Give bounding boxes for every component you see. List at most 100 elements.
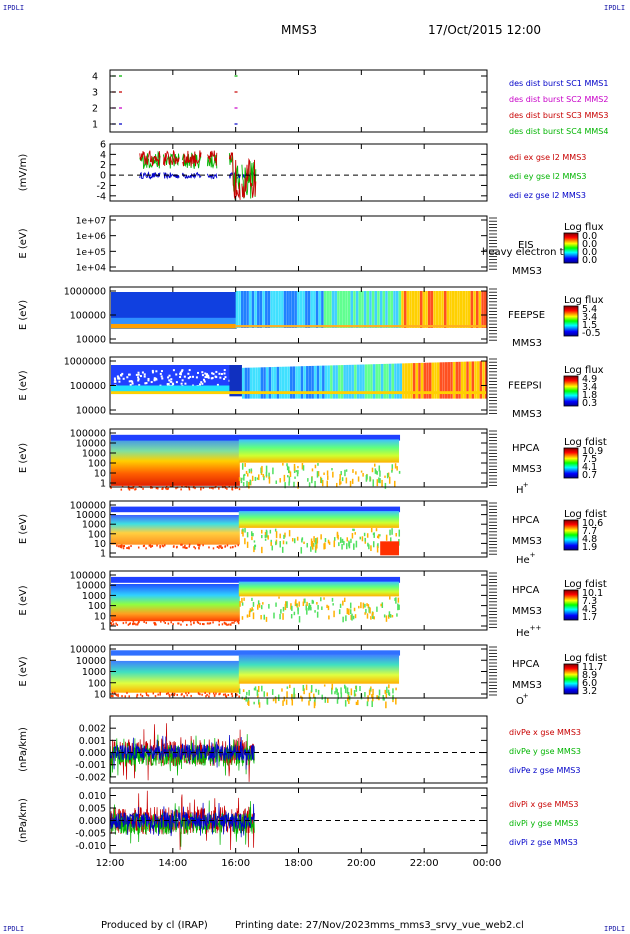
- y-tick-label: 4: [92, 72, 98, 83]
- spectrogram-speckle: [244, 527, 246, 533]
- spectrogram-speckle: [187, 377, 190, 380]
- spectrogram-stripe: [417, 291, 420, 328]
- species-label: He: [516, 555, 530, 566]
- instrument-label: FEEPSE: [508, 310, 545, 321]
- spectrogram-speckle: [202, 486, 205, 489]
- spectrogram-speckle: [245, 695, 247, 702]
- spectrogram-speckle: [379, 470, 381, 477]
- spectrogram-stripe: [302, 291, 305, 328]
- spectrogram-speckle: [316, 471, 319, 478]
- spectrogram-speckle: [110, 622, 113, 625]
- spectrogram-block: [111, 583, 240, 622]
- spectrogram-speckle: [285, 541, 288, 545]
- spectrogram-speckle: [288, 470, 291, 474]
- spectrogram-speckle: [254, 476, 257, 481]
- spectrogram-speckle: [252, 601, 255, 607]
- spectrogram-speckle: [202, 544, 204, 547]
- spectrogram-speckle: [248, 481, 250, 489]
- spectrogram-stripe: [297, 291, 300, 328]
- spectrogram-speckle: [312, 542, 315, 547]
- spectrogram-stripe: [379, 291, 383, 328]
- spectrogram-stripe: [235, 291, 239, 328]
- spectrogram-speckle: [143, 620, 145, 623]
- spectrogram-speckle: [320, 534, 322, 540]
- spectrogram-speckle: [373, 616, 375, 620]
- spectrogram-speckle: [241, 616, 244, 620]
- y-tick-label: -0.002: [75, 772, 106, 783]
- species-charge-label: ++: [530, 624, 542, 632]
- spectrogram-speckle: [251, 597, 253, 602]
- corner-label-tr: IPDLI: [604, 4, 626, 12]
- colorbar-tick-label: 3.4: [582, 312, 597, 323]
- colorbar: [563, 232, 579, 264]
- spectrogram-block: [238, 511, 400, 528]
- spectrogram-speckle: [200, 488, 202, 491]
- spectrogram-speckle: [201, 371, 204, 374]
- spectrogram-speckle: [188, 487, 191, 490]
- spectrogram-stripe: [375, 364, 378, 399]
- spectrogram-speckle: [228, 484, 231, 487]
- spectrogram-speckle: [366, 701, 369, 707]
- spectrogram-speckle: [189, 375, 192, 378]
- spectrogram-speckle: [165, 485, 168, 488]
- spectrogram-speckle: [247, 473, 249, 477]
- spectrogram-stripe: [460, 361, 464, 399]
- spectrogram-speckle: [126, 376, 129, 379]
- colorbar: [563, 663, 579, 695]
- spectrogram-speckle: [378, 465, 381, 472]
- spectrogram-stripe: [466, 361, 469, 399]
- spectrogram-speckle: [303, 541, 305, 545]
- spectrogram-speckle: [297, 608, 299, 615]
- spectrogram-speckle: [343, 684, 346, 689]
- spectrogram-speckle: [117, 695, 119, 698]
- spectrogram-stripe: [444, 362, 448, 399]
- legend-entry: divPi z gse MMS3: [509, 838, 578, 847]
- spectrogram-speckle: [378, 689, 381, 696]
- spectrogram-stripe: [350, 291, 353, 328]
- spectrogram-speckle: [214, 375, 217, 378]
- series-line: [182, 150, 202, 167]
- spectrogram-speckle: [221, 485, 224, 488]
- spectrogram-speckle: [175, 381, 178, 384]
- spectrogram-speckle: [114, 378, 117, 381]
- spectrogram-speckle: [333, 610, 335, 618]
- series-line: [139, 171, 161, 180]
- instrument-label: FEEPSI: [508, 381, 542, 392]
- spectrogram-speckle: [377, 695, 380, 699]
- spectrogram-speckle: [353, 607, 356, 612]
- spectrogram-stripe: [386, 363, 389, 399]
- spectrogram-stripe: [278, 291, 281, 328]
- spectrogram-block: [111, 660, 240, 693]
- spectrogram-speckle: [308, 482, 311, 488]
- spectrogram-band: [111, 650, 401, 656]
- spectrogram-speckle: [363, 532, 366, 537]
- spectrogram-speckle: [168, 374, 171, 377]
- colorbar: [563, 375, 579, 407]
- y-tick-label: 100000: [70, 429, 106, 440]
- spectrogram-speckle: [326, 480, 329, 488]
- spectrogram-speckle: [261, 529, 263, 534]
- spectrogram-speckle: [194, 487, 196, 490]
- spectrogram-speckle: [110, 694, 113, 697]
- spectrogram-speckle: [218, 372, 221, 375]
- spectrogram-speckle: [224, 622, 227, 625]
- spectrogram-speckle: [159, 546, 161, 549]
- spectrogram-speckle: [265, 474, 268, 478]
- spectrogram-speckle: [283, 534, 285, 539]
- spectrogram-speckle: [168, 693, 170, 696]
- y-tick-label: -2: [97, 181, 106, 192]
- spectrogram-speckle: [153, 622, 156, 625]
- spectrogram-speckle: [385, 534, 388, 541]
- y-tick-label: 0.002: [79, 724, 106, 735]
- spectrogram-speckle: [219, 376, 222, 379]
- spectrogram-stripe: [355, 291, 359, 328]
- spectrogram-speckle: [227, 694, 230, 697]
- spectrogram-speckle: [354, 614, 357, 619]
- colorbar-tick-label: 3.2: [582, 686, 597, 697]
- spectrogram-speckle: [186, 623, 188, 626]
- spectrogram-speckle: [183, 375, 186, 378]
- spectrogram-speckle: [170, 378, 173, 381]
- spectrogram-stripe: [435, 291, 439, 328]
- spectrogram-speckle: [176, 693, 178, 696]
- spectrogram-speckle: [285, 699, 288, 705]
